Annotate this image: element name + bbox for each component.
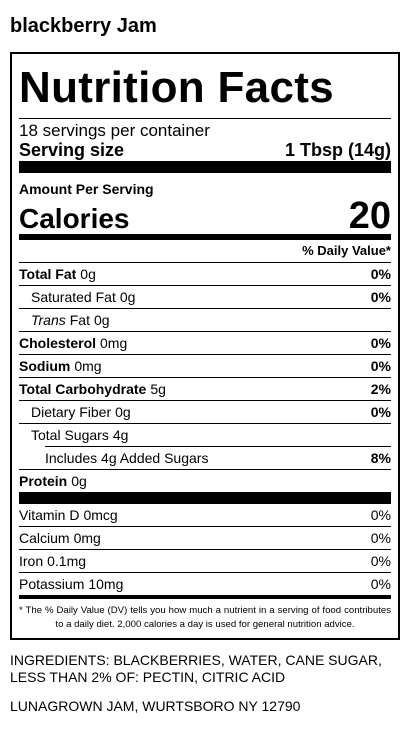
serving-size: Serving size 1 Tbsp (14g) bbox=[19, 139, 391, 173]
nutrient-amount: 5g bbox=[150, 381, 166, 397]
nutrient-name: Fat bbox=[69, 312, 90, 328]
nutrient-row: Saturated Fat 0g 0% bbox=[19, 285, 391, 308]
nutrient-dv: 0% bbox=[370, 289, 391, 305]
nutrient-row: Sodium 0mg 0% bbox=[19, 354, 391, 377]
vitamin-amount: 0.1mg bbox=[47, 553, 87, 569]
amount-per-serving: Amount Per Serving bbox=[19, 181, 154, 197]
footnote: * The % Daily Value (DV) tells you how m… bbox=[19, 605, 391, 630]
nutrient-name: Saturated Fat bbox=[31, 289, 116, 305]
nutrient-row: Total Sugars 4g bbox=[19, 423, 391, 446]
nutrient-dv: 0% bbox=[370, 358, 391, 374]
nutrient-row: Includes 4g Added Sugars 8% bbox=[45, 446, 391, 469]
nutrient-name: Total Sugars bbox=[31, 427, 109, 443]
vitamin-dv: 0% bbox=[370, 530, 391, 546]
vitamin-amount: 0mg bbox=[73, 530, 101, 546]
vitamin-row: Iron 0.1mg 0% bbox=[19, 549, 391, 572]
calories: Calories 20 bbox=[19, 195, 391, 240]
nutrient-row: Protein 0g bbox=[19, 469, 391, 504]
nutrient-amount: 0g bbox=[115, 404, 131, 420]
product-title: blackberry Jam bbox=[10, 15, 157, 37]
servings: 18 servings per container bbox=[19, 121, 210, 140]
nutrient-dv: 8% bbox=[370, 450, 391, 466]
nutrient-amount: 0mg bbox=[74, 358, 102, 374]
nutrient-dv: 2% bbox=[370, 381, 391, 397]
nutrient-dv: 0% bbox=[370, 335, 391, 351]
vitamin-name: Potassium bbox=[19, 576, 85, 592]
vitamin-name: Vitamin D bbox=[19, 507, 80, 523]
nutrient-name: Sodium bbox=[19, 358, 71, 374]
vitamin-row: Vitamin D 0mcg 0% bbox=[19, 504, 391, 526]
nutrition-label: Nutrition Facts 18 servings per containe… bbox=[10, 52, 400, 640]
nutrient-amount: 0mg bbox=[100, 335, 128, 351]
nutrient-name: Dietary Fiber bbox=[31, 404, 112, 420]
vitamin-amount: 0mcg bbox=[83, 507, 118, 523]
nutrient-row: Dietary Fiber 0g 0% bbox=[19, 400, 391, 423]
vitamin-dv: 0% bbox=[370, 553, 391, 569]
vitamin-name: Calcium bbox=[19, 530, 70, 546]
nutrient-amount: 4g bbox=[112, 427, 129, 443]
nutrient-amount: 0g bbox=[119, 289, 136, 305]
ingredients: INGREDIENTS: BLACKBERRIES, WATER, CANE S… bbox=[10, 652, 382, 685]
nutrient-name: Total Fat bbox=[19, 266, 77, 282]
nutrient-name: Protein bbox=[19, 473, 68, 489]
calories-value: 20 bbox=[348, 195, 391, 237]
nutrient-name-italic: Trans bbox=[31, 312, 66, 328]
nutrient-row: Total Carbohydrate 5g 2% bbox=[19, 377, 391, 400]
nutrient-dv: 0% bbox=[370, 404, 391, 420]
vitamin-row: Calcium 0mg 0% bbox=[19, 526, 391, 549]
vitamin-row: Potassium 10mg 0% bbox=[19, 572, 391, 599]
nutrient-amount: 0g bbox=[80, 266, 96, 282]
nutrient-amount: 0g bbox=[71, 473, 87, 489]
vitamin-dv: 0% bbox=[370, 507, 391, 523]
nutrient-row: Total Fat 0g 0% bbox=[19, 262, 391, 285]
nutrient-row: Trans Fat 0g bbox=[19, 308, 391, 331]
vitamin-name: Iron bbox=[19, 553, 44, 569]
serving-size-value: 1 Tbsp (14g) bbox=[284, 140, 391, 160]
nutrient-name: Includes 4g Added Sugars bbox=[45, 450, 209, 466]
daily-value-header: % Daily Value* bbox=[302, 243, 391, 258]
label-heading: Nutrition Facts bbox=[19, 54, 391, 119]
vitamin-amount: 10mg bbox=[88, 576, 124, 592]
nutrient-dv: 0% bbox=[370, 266, 391, 282]
vitamin-dv: 0% bbox=[370, 576, 391, 592]
calories-label: Calories bbox=[19, 203, 130, 234]
nutrient-amount: 0g bbox=[93, 312, 110, 328]
serving-size-label: Serving size bbox=[19, 140, 125, 160]
nutrient-row: Cholesterol 0mg 0% bbox=[19, 331, 391, 354]
nutrient-name: Cholesterol bbox=[19, 335, 97, 351]
nutrient-name: Total Carbohydrate bbox=[19, 381, 147, 397]
address: LUNAGROWN JAM, WURTSBORO NY 12790 bbox=[10, 698, 301, 714]
